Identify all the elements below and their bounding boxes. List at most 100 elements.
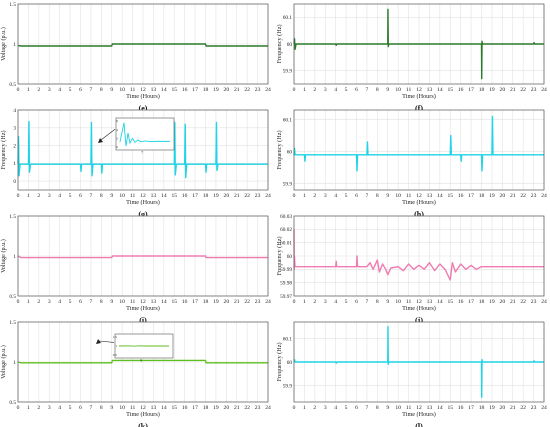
x-tick-label: 10 [119, 193, 125, 199]
x-axis-label: Time (Hours) [402, 305, 436, 312]
x-tick-label: 12 [140, 193, 146, 199]
x-tick-label: 6 [355, 405, 358, 411]
y-tick-label: 59.9 [283, 68, 293, 74]
x-tick-label: 5 [69, 87, 72, 93]
x-tick-label: 11 [406, 405, 412, 411]
y-tick-label: 60 [287, 254, 293, 260]
chart-k: 0 1 2 3 4 5 6 7 8 9 10 11 12 13 14 15 16 17 18 19 20 21 22 23 24… [0, 320, 271, 427]
x-tick-label: 0 [293, 193, 296, 199]
x-tick-label: 3 [48, 405, 51, 411]
axes-frame [293, 321, 545, 403]
y-axis-label: Voltage (p.u.) [0, 239, 7, 273]
x-tick-label: 1 [303, 87, 306, 93]
series-line [17, 120, 268, 179]
x-tick-label: 12 [140, 299, 146, 305]
x-tick-label: 12 [140, 405, 146, 411]
x-axis-label: Time (Hours) [126, 305, 160, 312]
x-tick-label: 20 [224, 405, 230, 411]
y-tick-label: 0.5 [9, 294, 16, 300]
x-tick-label: 15 [171, 299, 177, 305]
x-tick-label: 9 [386, 87, 389, 93]
x-tick-label: 24 [541, 299, 547, 305]
x-tick-label: 11 [130, 299, 136, 305]
x-tick-label: 17 [192, 299, 198, 305]
x-tick-label: 15 [171, 193, 177, 199]
y-tick-label: 4 [13, 108, 16, 114]
x-tick-label: 23 [531, 193, 537, 199]
x-tick-label: 7 [90, 299, 93, 305]
x-tick-label: 1 [303, 193, 306, 199]
x-tick-label: 8 [100, 299, 103, 305]
x-tick-label: 17 [468, 299, 474, 305]
x-tick-label: 23 [255, 299, 261, 305]
x-tick-label: 4 [334, 193, 337, 199]
x-tick-label: 6 [355, 299, 358, 305]
x-tick-label: 4 [334, 405, 337, 411]
x-tick-label: 14 [437, 405, 443, 411]
x-tick-label: 9 [110, 405, 113, 411]
x-tick-label: 20 [500, 87, 506, 93]
x-tick-label: 12 [416, 405, 422, 411]
series-line [293, 8, 544, 80]
panel-caption: (j) [415, 316, 423, 325]
x-tick-label: 9 [110, 87, 113, 93]
x-tick-label: 5 [69, 193, 72, 199]
x-axis-label: Time (Hours) [402, 93, 436, 100]
x-tick-label: 10 [395, 405, 401, 411]
x-tick-label: 0 [17, 405, 20, 411]
y-tick-label: 60.1 [283, 336, 293, 342]
y-axis-label: Voltage (p.u.) [0, 345, 7, 379]
panel-caption: (f) [415, 104, 423, 113]
x-tick-label: 18 [203, 299, 209, 305]
x-tick-label: 17 [468, 193, 474, 199]
inset-y-tick-label: 4 [116, 128, 118, 132]
x-tick-label: 16 [458, 193, 464, 199]
x-tick-label: 23 [531, 299, 537, 305]
x-tick-label: 21 [510, 193, 516, 199]
x-tick-label: 18 [479, 193, 485, 199]
x-tick-label: 3 [324, 87, 327, 93]
x-axis-label: Time (Hours) [402, 199, 436, 206]
x-tick-label: 8 [376, 193, 379, 199]
x-tick-label: 15 [447, 193, 453, 199]
x-tick-label: 13 [151, 299, 157, 305]
x-tick-label: 12 [416, 87, 422, 93]
x-tick-label: 17 [192, 87, 198, 93]
x-tick-label: 24 [265, 87, 271, 93]
x-tick-label: 22 [244, 87, 250, 93]
x-tick-label: 9 [386, 405, 389, 411]
inset-zoom: 0 2 4 6 7 [98, 117, 175, 155]
y-tick-label: 2 [13, 143, 16, 149]
x-tick-label: 4 [58, 87, 61, 93]
x-tick-label: 19 [213, 405, 219, 411]
y-tick-label: 59.97 [280, 294, 292, 300]
y-axis-label: Frequency (Hz) [276, 237, 283, 276]
x-tick-label: 5 [345, 193, 348, 199]
x-tick-label: 17 [468, 405, 474, 411]
x-tick-label: 15 [447, 405, 453, 411]
x-tick-label: 19 [213, 299, 219, 305]
x-tick-label: 20 [500, 405, 506, 411]
x-tick-label: 14 [161, 193, 167, 199]
x-tick-label: 22 [520, 193, 526, 199]
x-tick-label: 11 [130, 405, 136, 411]
inset-y-tick-label: 1.5 [113, 335, 118, 339]
x-tick-label: 10 [395, 193, 401, 199]
x-tick-label: 2 [37, 299, 40, 305]
x-tick-label: 11 [406, 299, 412, 305]
y-tick-label: 3 [13, 126, 16, 132]
panel-caption: (k) [138, 422, 148, 427]
x-tick-label: 23 [255, 193, 261, 199]
x-tick-label: 2 [313, 87, 316, 93]
axes-frame [293, 109, 545, 191]
series-line [293, 115, 544, 172]
inset-series-line [119, 122, 170, 147]
y-tick-label: 59.99 [280, 267, 292, 273]
x-tick-label: 19 [489, 193, 495, 199]
inset-y-tick-label: 2 [116, 137, 118, 141]
x-tick-label: 7 [366, 405, 369, 411]
y-axis-label: Frequency (Hz) [276, 343, 283, 382]
series-line [17, 255, 268, 259]
x-tick-label: 15 [171, 405, 177, 411]
